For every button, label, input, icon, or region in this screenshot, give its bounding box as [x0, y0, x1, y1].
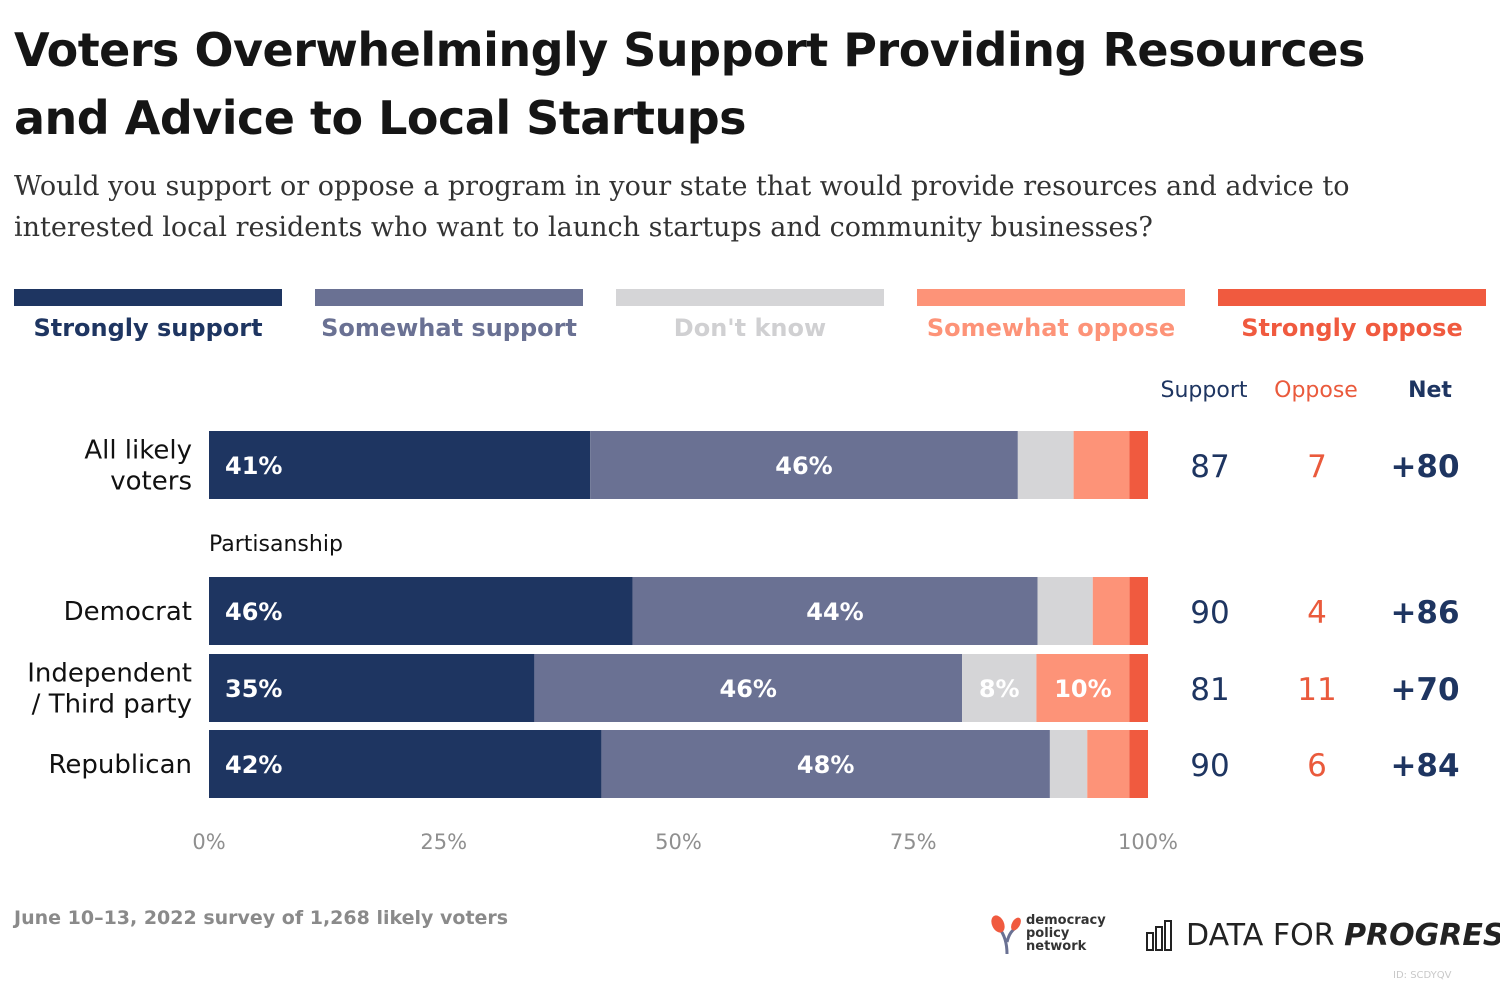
column-header-net: Net	[1408, 378, 1452, 403]
bar-segment-strongly-support	[209, 577, 633, 645]
row-label: Democrat	[64, 597, 192, 627]
bar-segment-strongly-support	[209, 654, 535, 722]
bar-value-label: 46%	[720, 675, 777, 703]
support-value: 90	[1190, 748, 1229, 784]
bar-chart-icon	[1146, 920, 1172, 951]
legend-label-strongly-oppose: Strongly oppose	[1241, 314, 1463, 342]
bar-segment-somewhat-oppose	[1073, 431, 1130, 499]
row-label: / Third party	[32, 690, 192, 720]
bar-segment-dont-know	[962, 654, 1037, 722]
column-header-oppose: Oppose	[1274, 378, 1358, 403]
bar-value-label: 35%	[225, 675, 282, 703]
net-value: +80	[1390, 449, 1459, 485]
legend-label-somewhat-oppose: Somewhat oppose	[926, 314, 1176, 342]
oppose-value: 4	[1307, 595, 1327, 631]
dpn-logo-line-2: policy	[1026, 926, 1070, 941]
bar-value-label: 46%	[775, 452, 832, 480]
bar-segment-dont-know	[1049, 730, 1088, 798]
bar-value-label: 8%	[979, 675, 1020, 703]
legend-somewhat-oppose: Somewhat oppose	[917, 289, 1185, 342]
bar-value-label: 41%	[225, 452, 282, 480]
bar-value-label: 46%	[225, 598, 282, 626]
column-header-support: Support	[1160, 378, 1248, 403]
bar-segment-strongly-oppose	[1129, 654, 1148, 722]
bar-segment-somewhat-oppose	[1087, 730, 1130, 798]
bar-segment-dont-know	[1017, 431, 1074, 499]
oppose-value: 6	[1307, 748, 1327, 784]
dfp-logo-text-bold: PROGRESS	[1344, 918, 1500, 953]
legend-swatch-somewhat-support	[315, 289, 583, 306]
legend-somewhat-support: Somewhat support	[315, 289, 583, 342]
bar-segment-somewhat-oppose	[1036, 654, 1130, 722]
democracy-policy-network-logo: democracy policy network	[990, 912, 1120, 956]
bar-segment-somewhat-oppose	[1092, 577, 1130, 645]
row-label: voters	[110, 467, 192, 497]
bar-segment-strongly-oppose	[1129, 730, 1148, 798]
bar-segment-somewhat-support	[534, 654, 963, 722]
dfp-logo-text: DATA FOR	[1186, 918, 1345, 953]
x-tick-label: 25%	[420, 830, 467, 854]
legend-dont-know: Don't know	[616, 289, 884, 342]
bar-segment-strongly-oppose	[1129, 577, 1148, 645]
x-tick-label: 50%	[655, 830, 702, 854]
legend-swatch-strongly-support	[14, 289, 282, 306]
dpn-logo-line-3: network	[1026, 939, 1087, 954]
chart-id: ID: SCDYQV	[1393, 970, 1452, 981]
legend-swatch-dont-know	[616, 289, 884, 306]
legend-label-strongly-support: Strongly support	[33, 314, 263, 342]
bar-segment-strongly-support	[209, 431, 591, 499]
legend-label-somewhat-support: Somewhat support	[321, 314, 577, 342]
data-for-progress-logo: DATA FOR PROGRESS	[1146, 918, 1500, 958]
bar-segment-dont-know	[1037, 577, 1093, 645]
legend-label-dont-know: Don't know	[673, 314, 827, 342]
sprout-icon	[991, 915, 1021, 955]
dpn-logo-line-1: democracy	[1026, 913, 1106, 928]
row-label: Independent	[27, 659, 192, 689]
x-tick-label: 75%	[890, 830, 937, 854]
net-value: +86	[1390, 595, 1459, 631]
chart-subtitle: Would you support or oppose a program in…	[14, 171, 1350, 243]
x-tick-label: 0%	[192, 830, 225, 854]
support-value: 81	[1190, 672, 1229, 708]
bar-segment-somewhat-support	[632, 577, 1038, 645]
net-value: +84	[1390, 748, 1459, 784]
oppose-value: 7	[1307, 449, 1327, 485]
oppose-value: 11	[1297, 672, 1336, 708]
bar-segment-somewhat-support	[601, 730, 1050, 798]
bar-value-label: 42%	[225, 751, 282, 779]
x-tick-label: 100%	[1118, 830, 1178, 854]
row-label: Republican	[48, 750, 192, 780]
legend-swatch-strongly-oppose	[1218, 289, 1486, 306]
legend-strongly-support: Strongly support	[14, 289, 282, 342]
bar-value-label: 44%	[806, 598, 863, 626]
support-value: 90	[1190, 595, 1229, 631]
row-label: All likely	[84, 436, 192, 466]
group-label-partisanship: Partisanship	[209, 532, 343, 557]
footnote: June 10–13, 2022 survey of 1,268 likely …	[14, 907, 509, 929]
support-value: 87	[1190, 449, 1229, 485]
chart-title: Voters Overwhelmingly Support Providing …	[14, 23, 1365, 145]
bar-segment-somewhat-support	[590, 431, 1018, 499]
legend-swatch-somewhat-oppose	[917, 289, 1185, 306]
legend-strongly-oppose: Strongly oppose	[1218, 289, 1486, 342]
bar-value-label: 10%	[1054, 675, 1111, 703]
net-value: +70	[1390, 672, 1459, 708]
bar-segment-strongly-support	[209, 730, 602, 798]
bar-value-label: 48%	[797, 751, 854, 779]
bar-segment-strongly-oppose	[1129, 431, 1148, 499]
